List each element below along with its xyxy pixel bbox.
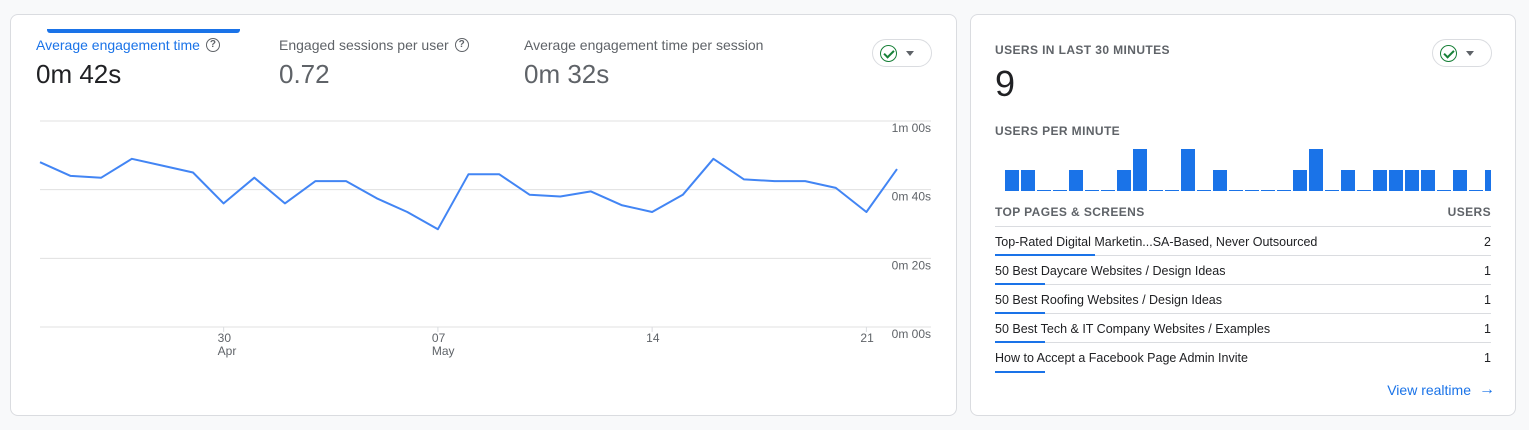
top-pages-header: TOP PAGES & SCREENS USERS bbox=[995, 205, 1491, 227]
realtime-card: USERS IN LAST 30 MINUTES 9 USERS PER MIN… bbox=[970, 14, 1516, 416]
engagement-card: Average engagement time? 0m 42s Engaged … bbox=[10, 14, 957, 416]
minute-bar[interactable] bbox=[1389, 170, 1403, 191]
minute-bar-empty[interactable] bbox=[1245, 190, 1259, 191]
minute-bar-empty[interactable] bbox=[1469, 190, 1483, 191]
page-users: 1 bbox=[1484, 264, 1491, 278]
page-share-bar bbox=[995, 341, 1045, 343]
minute-bar[interactable] bbox=[1341, 170, 1355, 191]
page-name: Top-Rated Digital Marketin...SA-Based, N… bbox=[995, 235, 1318, 249]
minute-bar-empty[interactable] bbox=[1261, 190, 1275, 191]
list-item[interactable]: 50 Best Daycare Websites / Design Ideas … bbox=[995, 256, 1491, 285]
minute-bar[interactable] bbox=[1133, 149, 1147, 191]
x-tick-label: 07 bbox=[432, 331, 446, 345]
chevron-down-icon bbox=[1466, 50, 1474, 56]
minute-bar[interactable] bbox=[1213, 170, 1227, 191]
minute-bar[interactable] bbox=[1005, 170, 1019, 191]
page-share-bar bbox=[995, 254, 1095, 256]
minute-bar-empty[interactable] bbox=[1149, 190, 1163, 191]
series-line bbox=[39, 157, 898, 231]
minute-bar[interactable] bbox=[1421, 170, 1435, 191]
y-tick-label: 1m 00s bbox=[892, 121, 931, 135]
minute-bar[interactable] bbox=[1485, 170, 1491, 191]
page-name: 50 Best Daycare Websites / Design Ideas bbox=[995, 264, 1226, 278]
page-name: How to Accept a Facebook Page Admin Invi… bbox=[995, 351, 1248, 365]
page-users: 1 bbox=[1484, 322, 1491, 336]
list-item[interactable]: 50 Best Roofing Websites / Design Ideas … bbox=[995, 285, 1491, 314]
page-share-bar bbox=[995, 283, 1045, 285]
x-tick-label: 30 bbox=[218, 331, 232, 345]
x-tick-label: 14 bbox=[646, 331, 660, 345]
realtime-user-count: 9 bbox=[995, 63, 1016, 104]
page-users: 2 bbox=[1484, 235, 1491, 249]
check-circle-icon bbox=[880, 44, 897, 62]
users-per-minute-bar-chart bbox=[1005, 149, 1491, 191]
minute-bar-empty[interactable] bbox=[1037, 190, 1051, 191]
data-quality-dropdown[interactable] bbox=[872, 39, 932, 67]
x-tick-label: 21 bbox=[860, 331, 874, 345]
page-name: 50 Best Tech & IT Company Websites / Exa… bbox=[995, 322, 1271, 336]
metric-label: Average engagement time per session bbox=[524, 37, 764, 53]
metric-value: 0m 42s bbox=[36, 59, 122, 89]
list-item[interactable]: Top-Rated Digital Marketin...SA-Based, N… bbox=[995, 227, 1491, 256]
view-realtime-label: View realtime bbox=[1387, 382, 1471, 398]
chevron-down-icon bbox=[906, 50, 914, 56]
minute-bar-empty[interactable] bbox=[1053, 190, 1067, 191]
realtime-title: USERS IN LAST 30 MINUTES bbox=[995, 43, 1170, 57]
minute-bar[interactable] bbox=[1069, 170, 1083, 191]
metric-value: 0.72 bbox=[279, 59, 330, 89]
minute-bar[interactable] bbox=[1405, 170, 1419, 191]
x-tick-month-label: May bbox=[432, 344, 455, 358]
minute-bar[interactable] bbox=[1021, 170, 1035, 191]
minute-bar[interactable] bbox=[1309, 149, 1323, 191]
minute-bar[interactable] bbox=[1293, 170, 1307, 191]
minute-bar[interactable] bbox=[1181, 149, 1195, 191]
minute-bar-empty[interactable] bbox=[1357, 190, 1371, 191]
users-per-minute-label: USERS PER MINUTE bbox=[995, 124, 1121, 138]
page-users: 1 bbox=[1484, 293, 1491, 307]
y-tick-label: 0m 40s bbox=[892, 190, 931, 204]
minute-bar[interactable] bbox=[1373, 170, 1387, 191]
minute-bar-empty[interactable] bbox=[1325, 190, 1339, 191]
minute-bar-empty[interactable] bbox=[1277, 190, 1291, 191]
help-icon[interactable]: ? bbox=[454, 38, 469, 52]
metric-tab-average-engagement-time[interactable]: Average engagement time? 0m 42s bbox=[36, 37, 220, 90]
y-tick-label: 0m 20s bbox=[892, 258, 931, 272]
minute-bar-empty[interactable] bbox=[1197, 190, 1211, 191]
list-item[interactable]: How to Accept a Facebook Page Admin Invi… bbox=[995, 343, 1491, 373]
minute-bar[interactable] bbox=[1453, 170, 1467, 191]
minute-bar-empty[interactable] bbox=[1229, 190, 1243, 191]
minute-bar-empty[interactable] bbox=[1165, 190, 1179, 191]
metric-value: 0m 32s bbox=[524, 59, 610, 89]
minute-bar-empty[interactable] bbox=[1101, 190, 1115, 191]
x-tick-month-label: Apr bbox=[218, 344, 237, 358]
users-column-header: USERS bbox=[1447, 205, 1491, 219]
y-tick-label: 0m 00s bbox=[892, 327, 931, 341]
metric-tab-engagement-time-per-session[interactable]: Average engagement time per session 0m 3… bbox=[524, 37, 763, 90]
check-circle-icon bbox=[1440, 44, 1457, 62]
arrow-right-icon: → bbox=[1479, 381, 1495, 398]
list-item[interactable]: 50 Best Tech & IT Company Websites / Exa… bbox=[995, 314, 1491, 343]
metric-tab-engaged-sessions-per-user[interactable]: Engaged sessions per user? 0.72 bbox=[279, 37, 469, 90]
realtime-data-quality-dropdown[interactable] bbox=[1432, 39, 1492, 67]
metric-label: Average engagement time bbox=[36, 37, 200, 53]
minute-bar[interactable] bbox=[1117, 170, 1131, 191]
top-pages-column-header: TOP PAGES & SCREENS bbox=[995, 205, 1145, 219]
page-share-bar bbox=[995, 312, 1045, 314]
metric-label: Engaged sessions per user bbox=[279, 37, 449, 53]
page-name: 50 Best Roofing Websites / Design Ideas bbox=[995, 293, 1222, 307]
top-pages-list: Top-Rated Digital Marketin...SA-Based, N… bbox=[995, 227, 1491, 373]
help-icon[interactable]: ? bbox=[205, 38, 220, 52]
active-tab-indicator bbox=[47, 29, 240, 33]
page-share-bar bbox=[995, 371, 1045, 373]
page-users: 1 bbox=[1484, 351, 1491, 365]
view-realtime-link[interactable]: View realtime → bbox=[1387, 381, 1495, 399]
minute-bar-empty[interactable] bbox=[1437, 190, 1451, 191]
minute-bar-empty[interactable] bbox=[1085, 190, 1099, 191]
